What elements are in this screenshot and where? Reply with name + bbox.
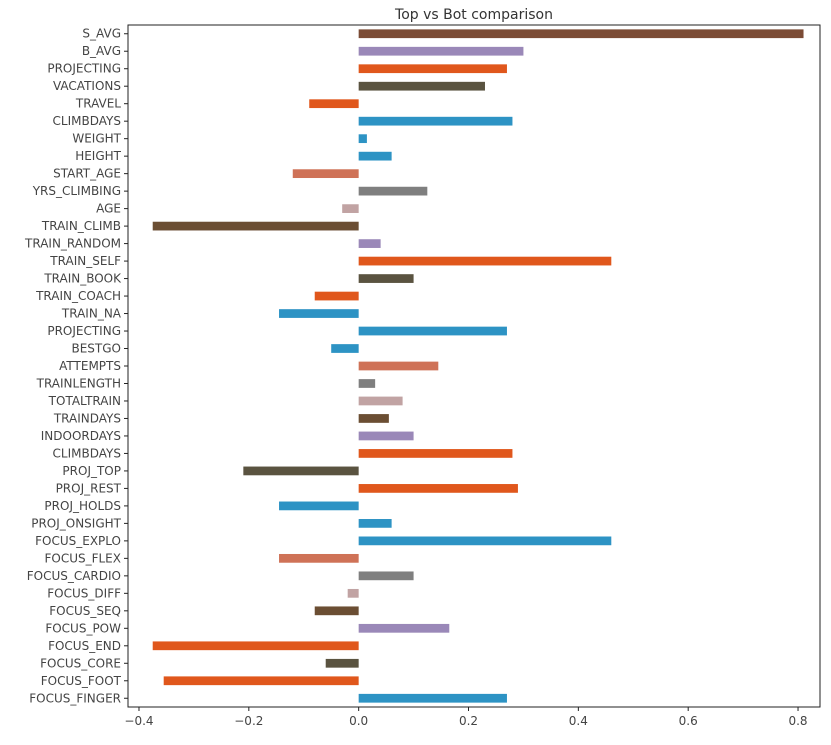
y-tick-label: FOCUS_FLEX [44,551,121,565]
x-tick-label: 0.2 [459,714,478,728]
chart-title: Top vs Bot comparison [394,7,553,23]
bar-b-avg [358,46,524,56]
y-axis: S_AVG B_AVG PROJECTING VACATIONS TRAVEL CLIMB… [24,27,128,705]
x-axis: −0.4 −0.2 0.0 0.2 0.4 0.6 0.8 [124,707,808,728]
y-tick-label: TRAVEL [75,97,121,111]
bar-traindays [358,414,389,423]
y-tick-label: HEIGHT [75,149,121,163]
y-tick-label: FOCUS_DIFF [47,586,121,600]
y-tick-label: AGE [96,202,121,216]
y-tick-label: VACATIONS [53,79,121,93]
bar-proj-rest [358,484,518,493]
x-tick-label: 0.6 [679,714,698,728]
y-tick-label: TRAINDAYS [53,411,121,425]
y-tick-label: TRAIN_SELF [49,254,121,268]
y-tick-label: B_AVG [82,44,121,58]
y-tick-label: ATTEMPTS [59,359,121,373]
bar-focus-cardio [358,571,414,581]
x-tick-label: 0.8 [788,714,807,728]
bars-layer [152,29,804,703]
bar-indoordays [358,431,414,441]
bar-proj-holds [279,501,359,511]
bar-totaltrain [358,396,403,406]
y-tick-label: FOCUS_FOOT [41,674,122,688]
y-tick-label: TRAIN_CLIMB [41,219,121,233]
x-tick-label: −0.4 [124,714,153,728]
y-tick-label: PROJ_ONSIGHT [31,516,121,530]
y-tick-label: TOTALTRAIN [48,394,121,408]
bar-proj-onsight [358,519,392,528]
x-tick-label: −0.2 [234,714,263,728]
bar-yrs-climbing [358,186,428,196]
bar-start-age [292,169,359,179]
y-tick-label: S_AVG [82,27,121,41]
y-tick-label: BESTGO [71,342,121,356]
y-tick-label: FOCUS_EXPLO [35,534,121,548]
bar-height [358,151,392,161]
bar-focus-pow [358,623,450,633]
y-tick-label: FOCUS_END [48,639,121,653]
y-tick-label: START_AGE [53,167,121,181]
bar-focus-seq [314,606,359,616]
y-tick-label: TRAIN_RANDOM [24,237,121,251]
plot-frame [127,24,821,708]
bar-climbdays [358,449,513,458]
x-tick-label: 0.4 [569,714,588,728]
bar-projecting [358,326,507,336]
bar-s-avg [358,29,804,39]
y-tick-label: PROJECTING [47,62,121,76]
bar-train-book [358,274,414,283]
y-tick-label: PROJ_HOLDS [44,499,121,513]
y-tick-label: PROJECTING [47,324,121,338]
y-tick-label: PROJ_TOP [62,464,121,478]
y-tick-label: FOCUS_CORE [40,656,121,670]
y-tick-label: PROJ_REST [56,481,122,495]
bar-bestgo [331,344,359,353]
y-tick-label: CLIMBDAYS [53,114,121,128]
y-tick-label: FOCUS_FINGER [29,691,121,705]
bar-train-na [279,309,359,318]
bar-train-coach [314,291,359,301]
y-tick-label: YRS_CLIMBING [32,184,121,198]
y-tick-label: TRAIN_NA [61,307,122,321]
y-tick-label: WEIGHT [72,132,121,146]
bar-focus-core [325,658,359,668]
y-tick-label: TRAIN_BOOK [43,272,122,286]
y-tick-label: TRAIN_COACH [35,289,121,303]
bar-projecting [358,64,507,74]
bar-focus-flex [279,553,359,563]
y-tick-label: FOCUS_CARDIO [27,569,121,583]
bar-climbdays [358,116,513,126]
bar-vacations [358,81,485,91]
x-tick-label: 0.0 [349,714,368,728]
bar-train-random [358,239,381,248]
y-tick-label: INDOORDAYS [41,429,121,443]
bar-focus-end [152,641,359,651]
y-tick-label: TRAINLENGTH [36,376,121,390]
bar-focus-explo [358,536,612,546]
bar-age [342,204,359,213]
bar-focus-finger [358,693,507,703]
y-tick-label: FOCUS_SEQ [49,604,121,618]
bar-travel [309,99,359,109]
bar-train-climb [152,221,359,231]
bar-proj-top [243,466,359,476]
bar-train-self [358,256,612,266]
bar-attempts [358,361,439,371]
y-tick-label: CLIMBDAYS [53,446,121,460]
bar-focus-foot [163,676,359,686]
bar-weight [358,134,367,144]
y-tick-label: FOCUS_POW [45,621,121,635]
bar-focus-diff [347,588,359,598]
bar-trainlength [358,379,376,388]
